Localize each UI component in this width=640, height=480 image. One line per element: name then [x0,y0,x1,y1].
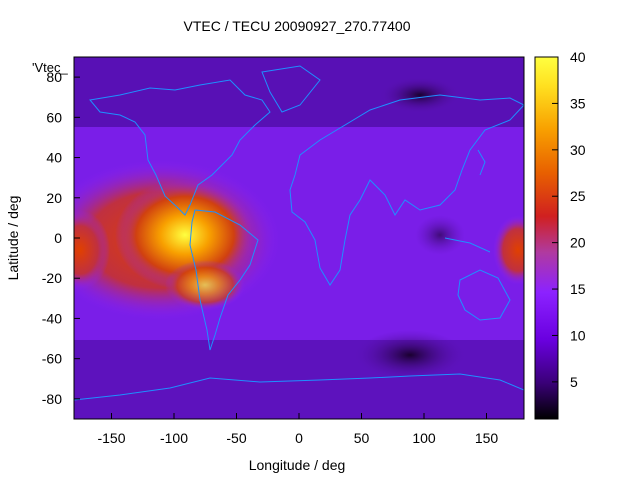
y-tick-label: 80 [46,69,62,85]
colorbar-ticks: 40 35 30 25 20 15 10 5 [552,49,586,390]
indonesia-coast [444,237,491,253]
australia-coast [457,269,511,321]
colorbar-tick-label: 5 [570,374,578,390]
tec-field [74,57,524,419]
x-tick-label: 0 [295,430,303,446]
colorbar-tick-label: 25 [570,188,586,204]
x-tick-label: -50 [226,430,246,446]
south-america-coast [189,209,259,351]
legend-key: 'Vtec_ [32,60,68,75]
colorbar [534,56,559,420]
y-tick-label: -40 [42,310,62,326]
north-america-coast [89,79,271,216]
antarctica-coast [74,373,524,401]
colorbar-tick-label: 40 [570,49,586,65]
x-tick-label: -100 [160,430,188,446]
colorbar-tick-label: 10 [570,327,586,343]
y-tick-label: 60 [46,109,62,125]
y-tick-label: 0 [54,230,62,246]
y-tick-label: 20 [46,190,62,206]
greenland-coast [261,65,321,113]
coastlines [74,65,524,401]
x-axis-label: Longitude / deg [249,457,346,473]
map-title: VTEC / TECU 20090927_270.77400 [183,18,411,34]
axis-ticks: -150 -100 -50 0 50 100 150 80 60 40 20 0 -20 -40 -60 -8… [42,69,499,446]
x-tick-label: 100 [412,430,436,446]
colorbar-tick-label: 30 [570,142,586,158]
y-tick-label: -20 [42,270,62,286]
eurasia-africa-coast [289,94,524,286]
colorbar-tick-label: 20 [570,235,586,251]
colorbar-tick-label: 15 [570,281,586,297]
x-tick-label: -150 [97,430,125,446]
y-axis-label: Latitude / deg [5,196,21,281]
japan-coast [477,149,486,176]
x-tick-label: 50 [354,430,370,446]
colorbar-tick-label: 35 [570,95,586,111]
y-tick-label: 40 [46,150,62,166]
y-tick-label: -80 [42,391,62,407]
y-tick-label: -60 [42,351,62,367]
x-tick-label: 150 [475,430,499,446]
